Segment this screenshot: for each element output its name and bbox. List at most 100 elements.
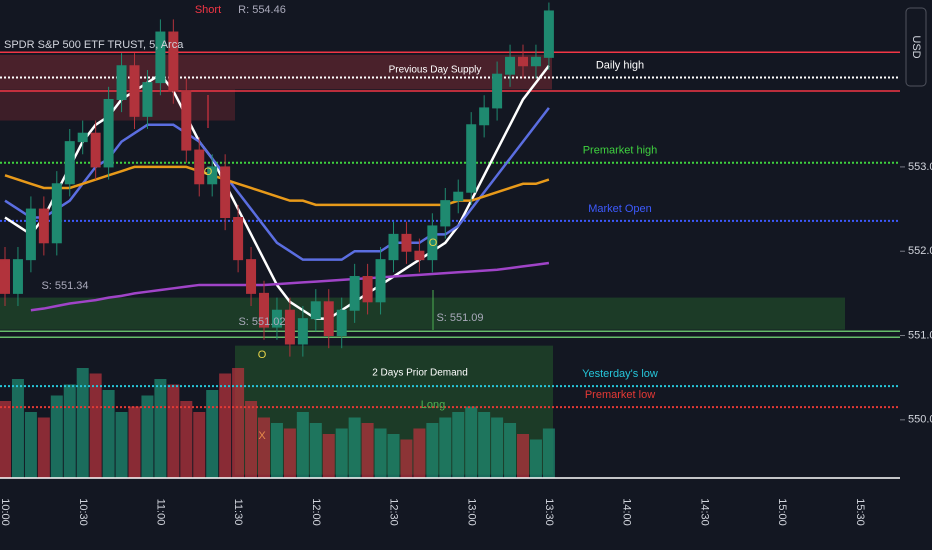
x-tick-label: 13:00 xyxy=(465,498,477,526)
volume-bar xyxy=(102,390,115,478)
x-tick-label: 10:30 xyxy=(77,498,89,526)
annotation: S: 551.09 xyxy=(436,312,483,324)
volume-bar xyxy=(348,417,361,478)
x-tick-label: 15:30 xyxy=(854,498,866,526)
candle-body xyxy=(505,56,516,75)
x-tick-label: 14:00 xyxy=(621,498,633,526)
candle-body xyxy=(142,82,153,117)
candle-body xyxy=(323,301,334,337)
candle-body xyxy=(155,31,166,84)
volume-bar xyxy=(258,417,270,478)
candle-body xyxy=(375,259,386,303)
volume-bar xyxy=(50,395,63,478)
volume-bar xyxy=(167,384,180,478)
currency-box[interactable] xyxy=(905,7,927,87)
x-tick-label: 10:00 xyxy=(0,498,11,526)
volume-bar xyxy=(283,428,296,478)
annotation: R: 554.46 xyxy=(238,4,286,16)
candle-body xyxy=(492,73,503,109)
candle-body xyxy=(103,98,114,168)
candle-body xyxy=(401,233,412,252)
candle-body xyxy=(220,166,231,219)
candle-body xyxy=(414,250,425,261)
y-tick-label: 552.00 xyxy=(908,245,932,257)
volume-bar xyxy=(452,412,465,478)
candle-body xyxy=(181,90,192,151)
volume-bar xyxy=(542,428,555,478)
volume-bar xyxy=(37,417,50,478)
volume-bar xyxy=(193,412,206,478)
zone xyxy=(0,297,845,330)
candle-body xyxy=(440,200,451,227)
candle-body xyxy=(129,65,140,117)
x-tick-label: 11:30 xyxy=(232,499,244,526)
candle-body xyxy=(116,65,127,100)
volume-bar xyxy=(219,373,232,478)
volume-bar xyxy=(413,428,426,478)
volume-bar xyxy=(206,390,219,478)
candle-body xyxy=(310,301,321,320)
x-tick-label: 13:30 xyxy=(543,498,555,526)
volume-bar xyxy=(154,379,167,478)
annotation: O xyxy=(204,166,213,178)
volume-bar xyxy=(478,412,491,478)
candle-body xyxy=(64,141,75,185)
candle-body xyxy=(453,191,464,202)
y-tick-label: 550.00 xyxy=(908,414,932,426)
volume-bar xyxy=(128,406,141,478)
candle-body xyxy=(336,309,347,337)
volume-bar xyxy=(141,395,154,478)
x-tick-label: 14:30 xyxy=(698,498,710,526)
x-tick-label: 11:00 xyxy=(154,499,166,526)
candle-body xyxy=(12,259,23,294)
x-tick-label: 12:00 xyxy=(310,498,322,526)
annotation: O xyxy=(429,237,438,249)
level-label: Market Open xyxy=(588,203,652,215)
candle-body xyxy=(518,56,528,67)
candle-body xyxy=(427,225,438,261)
annotation: S: 551.02 xyxy=(238,316,285,328)
candle-body xyxy=(388,233,399,261)
volume-bar xyxy=(361,423,374,478)
candle-body xyxy=(362,276,373,303)
volume-bar xyxy=(24,412,37,478)
chart-title: SPDR S&P 500 ETF TRUST, 5, Arca xyxy=(4,39,184,51)
candle-body xyxy=(479,107,490,126)
volume-bar xyxy=(400,439,413,478)
level-label: Yesterday's low xyxy=(582,368,658,380)
candle-body xyxy=(349,276,360,311)
volume-bar xyxy=(439,417,452,478)
volume-bar xyxy=(296,412,309,478)
y-tick-label: 553.00 xyxy=(908,161,932,173)
candle-body xyxy=(530,56,541,67)
volume-bar xyxy=(89,373,102,478)
volume-bar xyxy=(387,434,400,478)
annotation: X xyxy=(258,430,266,442)
volume-bar xyxy=(63,384,76,478)
volume-bar xyxy=(309,423,322,478)
level-label: Daily high xyxy=(596,59,644,71)
annotation: S: 551.34 xyxy=(41,280,88,292)
x-tick-label: 12:30 xyxy=(388,498,400,526)
zone xyxy=(0,54,552,90)
annotation: O xyxy=(258,349,267,361)
volume-bar xyxy=(245,401,258,478)
zone-label: 2 Days Prior Demand xyxy=(372,368,468,379)
volume-bar xyxy=(335,428,348,478)
volume-bar xyxy=(76,368,89,478)
volume-bar xyxy=(491,417,504,478)
volume-bar xyxy=(529,439,542,478)
volume-bar xyxy=(115,412,128,478)
volume-bar xyxy=(270,423,283,478)
candle-body xyxy=(207,166,218,185)
volume-bar xyxy=(517,434,529,478)
volume-bar xyxy=(374,428,387,478)
candle-body xyxy=(25,208,36,261)
annotation: Short xyxy=(195,4,221,16)
candle-body xyxy=(194,149,205,185)
candle-body xyxy=(284,309,295,345)
y-tick-label: 551.00 xyxy=(908,329,932,341)
candle-body xyxy=(51,183,62,244)
candle-body xyxy=(38,208,49,244)
candle-body xyxy=(246,259,257,294)
